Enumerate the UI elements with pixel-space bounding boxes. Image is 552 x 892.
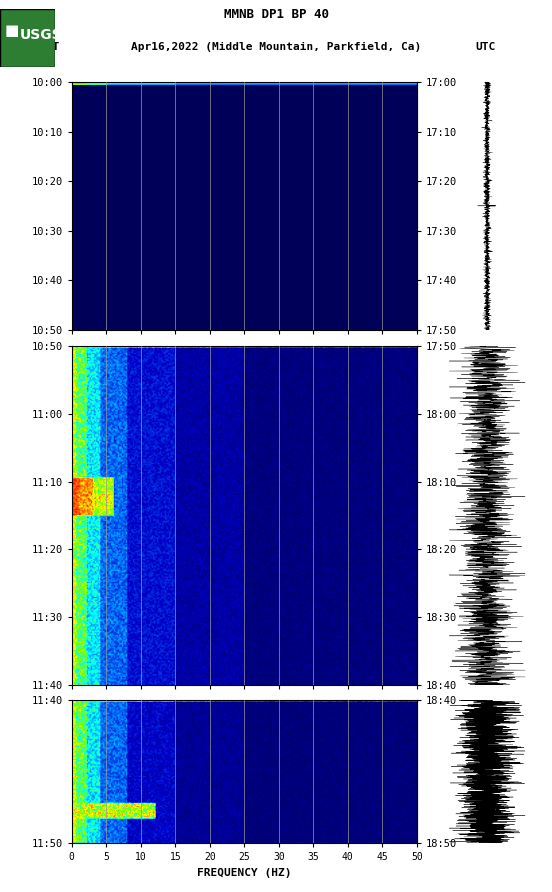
Text: Apr16,2022 (Middle Mountain, Parkfield, Ca): Apr16,2022 (Middle Mountain, Parkfield, …: [131, 42, 421, 52]
Text: ■: ■: [4, 23, 19, 38]
X-axis label: FREQUENCY (HZ): FREQUENCY (HZ): [197, 868, 291, 878]
Text: PDT: PDT: [39, 42, 59, 52]
FancyBboxPatch shape: [0, 9, 55, 67]
Text: UTC: UTC: [476, 42, 496, 52]
Text: MMNB DP1 BP 40: MMNB DP1 BP 40: [224, 8, 328, 21]
Text: USGS: USGS: [19, 28, 62, 42]
